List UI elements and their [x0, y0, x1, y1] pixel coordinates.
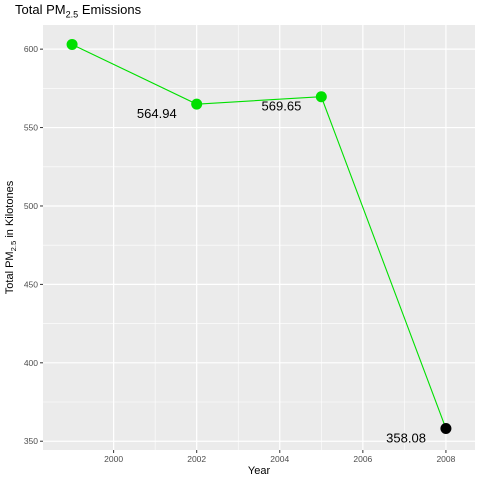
x-tick-label: 2002 [187, 454, 206, 464]
chart-title: Total PM2.5 Emissions [15, 2, 142, 20]
data-label: 358.08 [386, 431, 426, 446]
series-line [71, 43, 447, 429]
y-tick-label: 450 [24, 279, 38, 289]
x-tick-label: 2004 [270, 454, 289, 464]
data-point [315, 91, 327, 103]
y-tick-label: 500 [24, 201, 38, 211]
y-tick-label: 550 [24, 123, 38, 133]
y-tick-label: 350 [24, 436, 38, 446]
data-point [440, 423, 452, 435]
data-label: 569.65 [262, 99, 302, 114]
x-tick-label: 2000 [104, 454, 123, 464]
x-axis-label: Year [248, 465, 271, 477]
plot-panel [43, 25, 475, 450]
data-label: 564.94 [137, 106, 177, 121]
data-point [191, 98, 203, 110]
x-tick-label: 2008 [436, 454, 455, 464]
data-point [66, 38, 78, 50]
y-tick-label: 600 [24, 44, 38, 54]
y-axis-label: Total PM2.5 in Kilotones [4, 180, 18, 294]
x-tick-label: 2006 [353, 454, 372, 464]
y-tick-label: 400 [24, 358, 38, 368]
